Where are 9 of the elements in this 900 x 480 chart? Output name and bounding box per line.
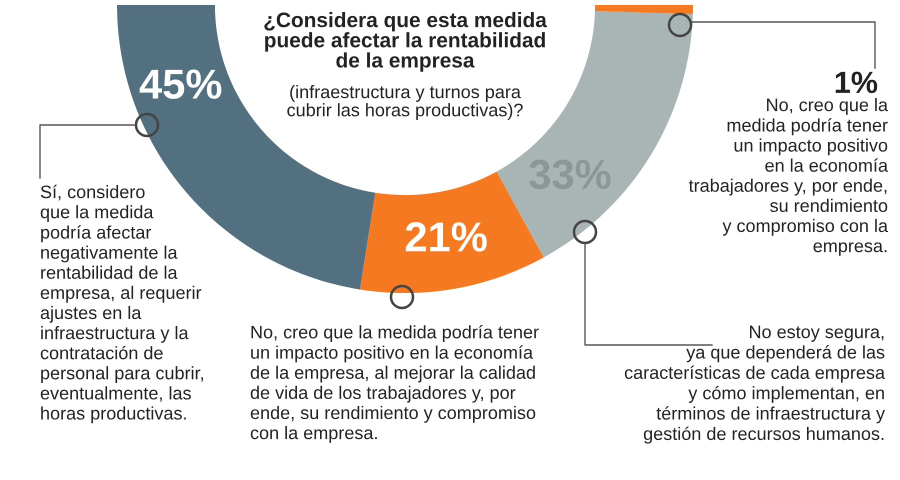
- data-label: 21%: [406, 222, 487, 252]
- text: ¿Considera que esta medida puede afectar la rentabilidad de la empresa: [264, 12, 547, 72]
- slice-label: No estoy segura, ya que dependerá de las características de cada empresa y cómo implementan, en términos de infraestructura y gestión de recursos humanos.: [624, 326, 886, 444]
- text: (infraestructura y turnos para cubrir las horas productivas)?: [287, 85, 523, 120]
- slice-label: No, creo que la medida podría tener un impacto positivo en la economía trabajadores y, por ende, su rendimiento y compromiso con la empresa.: [688, 98, 888, 256]
- slice-label: No, creo que la medida podría tener un impacto positivo en la economía de la empresa, al mejorar la calidad de vida de los trabajadores y, por ende, su rendimiento y compromiso con la empresa.: [250, 325, 539, 443]
- data-label: 45%: [140, 70, 222, 99]
- data-label: 1%: [836, 72, 878, 94]
- category-label: Sí, considero que la medida podría afectar negativamente la rentabilidad de la empresa, al requerir ajustes en la infraestructura y la contratación de personal para cubrir, eventualmente, las horas productivas.: [40, 184, 203, 424]
